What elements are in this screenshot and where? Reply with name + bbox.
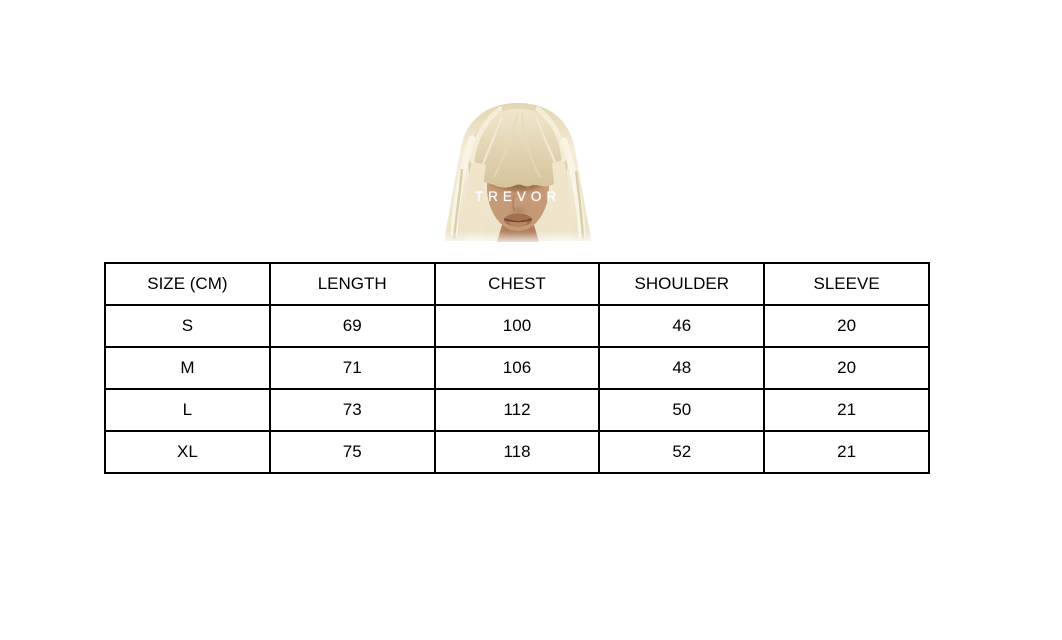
brand-portrait-image: TREVOR [442,99,594,242]
cell-size: M [104,346,271,390]
cell-sleeve: 20 [763,346,930,390]
blonde-model-illustration [442,103,594,242]
cell-shoulder: 52 [598,430,766,474]
size-chart-header: SIZE (CM) LENGTH CHEST SHOULDER SLEEVE [104,262,930,306]
table-row-l: L 73 112 50 21 [104,388,930,432]
cell-chest: 112 [433,388,601,432]
cell-length: 69 [268,304,436,348]
column-header-length: LENGTH [268,262,436,306]
size-chart-table: SIZE (CM) LENGTH CHEST SHOULDER SLEEVE S… [104,262,930,474]
cell-chest: 106 [433,346,601,390]
column-header-sleeve: SLEEVE [763,262,930,306]
cell-sleeve: 21 [763,388,930,432]
cell-size: XL [104,430,271,474]
column-header-shoulder: SHOULDER [598,262,766,306]
cell-length: 71 [268,346,436,390]
cell-shoulder: 50 [598,388,766,432]
column-header-size: SIZE (CM) [104,262,271,306]
cell-chest: 100 [433,304,601,348]
cell-shoulder: 48 [598,346,766,390]
table-row-m: M 71 106 48 20 [104,346,930,390]
cell-length: 73 [268,388,436,432]
size-chart-body: S 69 100 46 20 M 71 106 48 20 L 73 112 5… [104,304,930,474]
column-header-chest: CHEST [433,262,601,306]
table-row-xl: XL 75 118 52 21 [104,430,930,474]
brand-wordmark-text: TREVOR [474,189,562,204]
table-row-s: S 69 100 46 20 [104,304,930,348]
cell-length: 75 [268,430,436,474]
cell-size: S [104,304,271,348]
cell-size: L [104,388,271,432]
cell-sleeve: 21 [763,430,930,474]
cell-sleeve: 20 [763,304,930,348]
cell-shoulder: 46 [598,304,766,348]
table-header-row: SIZE (CM) LENGTH CHEST SHOULDER SLEEVE [104,262,930,306]
cell-chest: 118 [433,430,601,474]
